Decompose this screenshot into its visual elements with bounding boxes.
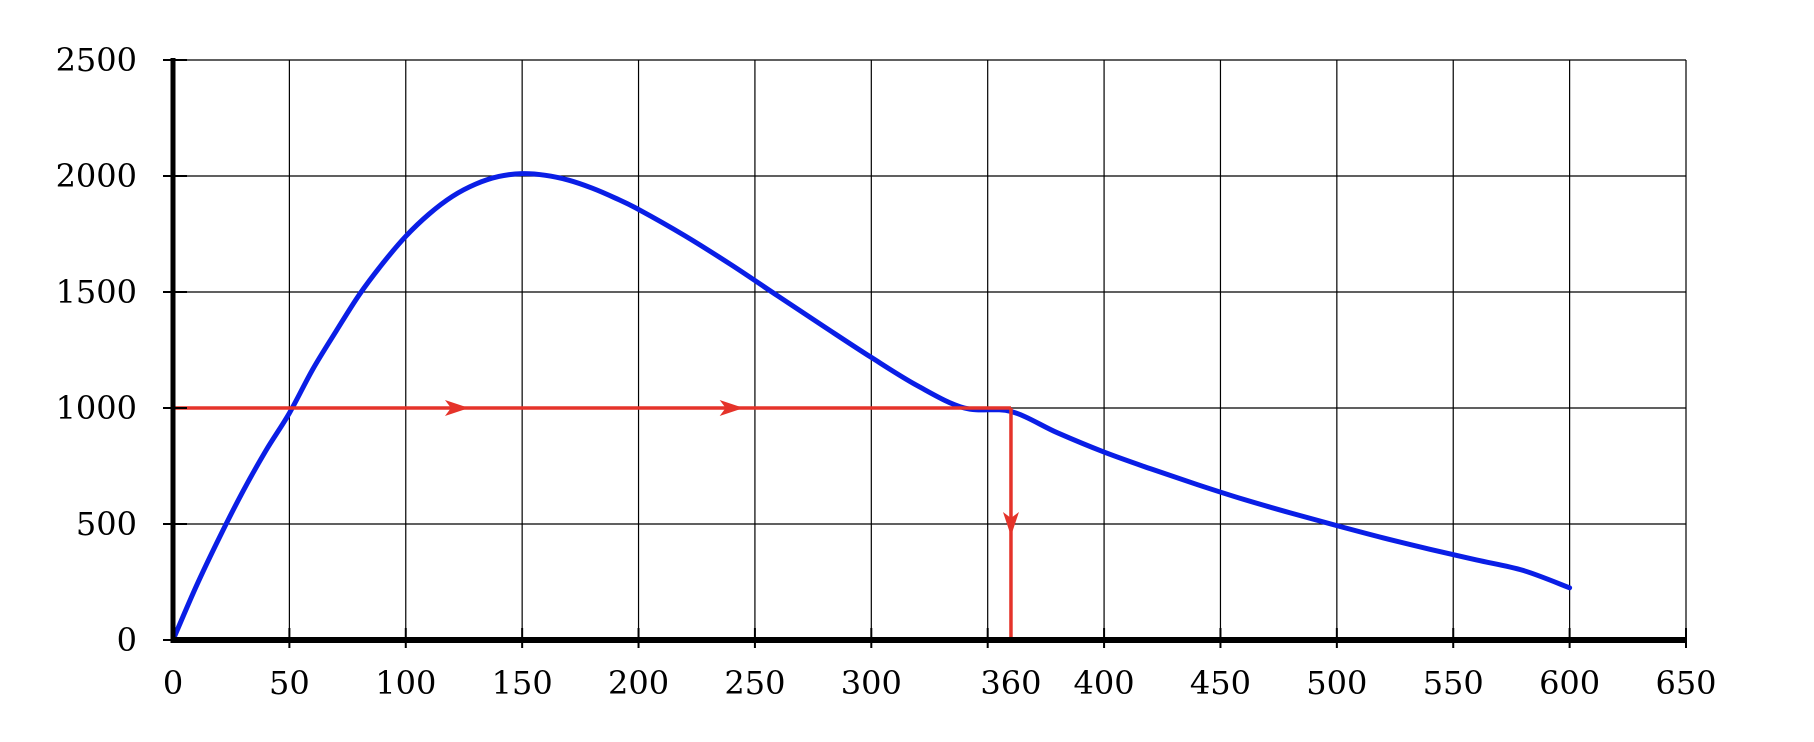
x-tick-label: 200	[608, 664, 669, 702]
x-tick-label: 600	[1539, 664, 1600, 702]
arrowhead-down	[1002, 512, 1019, 536]
y-tick-label: 2000	[56, 157, 137, 195]
y-tick-label: 500	[76, 505, 137, 543]
x-tick-label: 550	[1423, 664, 1484, 702]
x-tick-label: 250	[724, 664, 785, 702]
x-tick-labels: 0 50 100 150 200 250 300 360 400 450 500 550 600 650	[163, 664, 1717, 702]
x-tick-label: 150	[492, 664, 553, 702]
grid	[173, 59, 1687, 640]
x-tick-label: 0	[163, 664, 183, 702]
arrowhead-right	[719, 400, 744, 416]
x-tick-label: 500	[1306, 664, 1367, 702]
y-tick-labels: 0 500 1000 1500 2000 2500	[56, 41, 137, 659]
x-tick-label: 360	[980, 664, 1041, 702]
x-tick-label: 50	[269, 664, 310, 702]
reading-line-layer	[173, 400, 1019, 642]
y-tick-label: 1000	[56, 389, 137, 427]
x-tick-label: 650	[1655, 664, 1716, 702]
x-tick-label: 100	[375, 664, 436, 702]
x-tick-label: 300	[841, 664, 902, 702]
y-tick-label: 1500	[56, 273, 137, 311]
x-tick-label: 450	[1190, 664, 1251, 702]
y-tick-label: 2500	[56, 41, 137, 79]
axes	[163, 58, 1687, 648]
x-tick-label: 400	[1074, 664, 1135, 702]
series-curve	[170, 171, 1573, 643]
arrowhead-right	[444, 400, 469, 416]
curve-layer	[170, 171, 1573, 643]
y-tick-label: 0	[117, 621, 137, 659]
